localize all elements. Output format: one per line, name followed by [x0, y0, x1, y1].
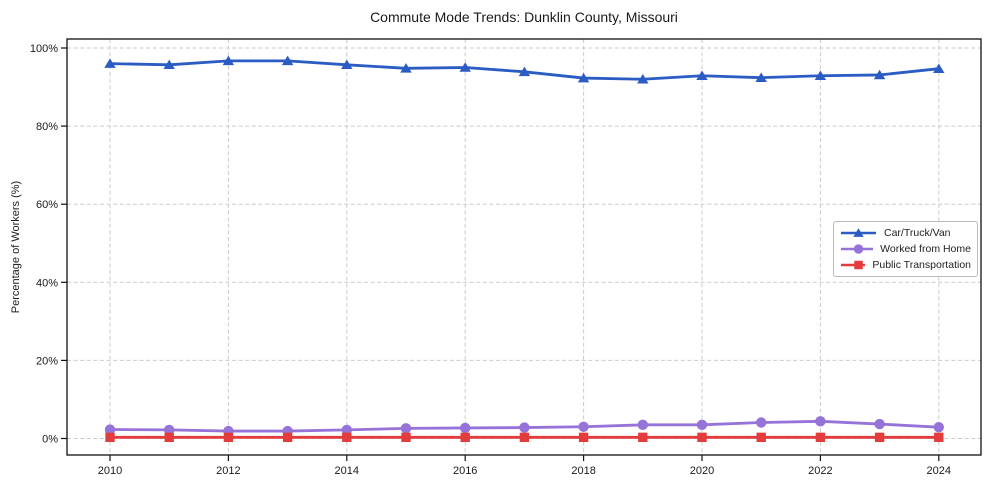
marker-worked-from-home — [933, 421, 944, 433]
marker-car-truck-van — [696, 70, 708, 80]
marker-car-truck-van — [222, 55, 235, 66]
marker-public-transportation — [815, 432, 826, 443]
x-tick-label: 2020 — [690, 465, 714, 477]
marker-public-transportation — [460, 432, 470, 443]
y-tick-label: 100% — [30, 43, 58, 55]
marker-car-truck-van — [518, 66, 531, 77]
marker-car-truck-van — [163, 59, 175, 70]
marker-public-transportation — [105, 432, 115, 443]
y-tick-label: 60% — [36, 199, 58, 211]
series-public-transportation — [105, 432, 944, 443]
x-tick-label: 2010 — [98, 465, 122, 477]
marker-worked-from-home — [460, 422, 471, 434]
marker-worked-from-home — [756, 417, 767, 428]
marker-worked-from-home — [637, 419, 648, 431]
marker-car-truck-van — [814, 70, 827, 80]
marker-car-truck-van — [341, 59, 353, 70]
marker-public-transportation — [164, 432, 174, 443]
marker-car-truck-van — [104, 58, 116, 68]
legend: Car/Truck/Van Worked from Home Public Tran… — [833, 221, 978, 277]
marker-car-truck-van — [755, 72, 767, 82]
legend-item-public-transportation: Public Transportation — [840, 257, 971, 273]
y-tick-label: 0% — [42, 434, 58, 446]
marker-public-transportation — [401, 432, 411, 443]
y-tick-label: 20% — [36, 355, 58, 367]
marker-public-transportation — [638, 432, 648, 443]
legend-item-car-truck-van: Car/Truck/Van — [840, 225, 971, 241]
plot-border — [66, 38, 982, 456]
marker-public-transportation — [934, 432, 944, 443]
x-tick-label: 2012 — [216, 465, 240, 477]
x-tick-label: 2022 — [808, 465, 832, 477]
marker-worked-from-home — [696, 419, 708, 431]
legend-label: Worked from Home — [880, 243, 971, 255]
marker-car-truck-van — [933, 63, 945, 73]
legend-label: Public Transportation — [872, 259, 971, 271]
marker-public-transportation — [342, 432, 352, 443]
marker-worked-from-home — [400, 423, 412, 434]
x-tick-label: 2018 — [571, 465, 595, 477]
marker-public-transportation — [874, 432, 885, 443]
legend-square-marker-icon — [841, 260, 866, 270]
x-tick-label: 2016 — [453, 465, 477, 477]
marker-worked-from-home — [578, 421, 589, 432]
marker-public-transportation — [223, 432, 234, 443]
x-tick-label: 2024 — [927, 465, 951, 477]
x-tick-label: 2014 — [335, 465, 359, 477]
marker-car-truck-van — [637, 74, 649, 84]
series-car-truck-van — [104, 55, 945, 84]
marker-public-transportation — [519, 432, 530, 443]
legend-sample-marker — [853, 228, 864, 237]
legend-item-worked-from-home: Worked from Home — [840, 241, 971, 257]
legend-label: Car/Truck/Van — [884, 227, 951, 239]
marker-car-truck-van — [459, 62, 471, 72]
marker-car-truck-van — [400, 63, 412, 73]
marker-worked-from-home — [164, 424, 175, 436]
chart-title: Commute Mode Trends: Dunklin County, Mis… — [370, 9, 678, 25]
marker-public-transportation — [697, 432, 707, 443]
marker-car-truck-van — [873, 69, 886, 80]
marker-public-transportation — [282, 432, 293, 443]
y-tick-label: 40% — [36, 277, 58, 289]
y-tick-label: 80% — [36, 121, 58, 133]
legend-sample-marker — [854, 260, 863, 270]
marker-worked-from-home — [874, 418, 885, 430]
marker-worked-from-home — [815, 416, 826, 427]
marker-worked-from-home — [519, 422, 530, 433]
marker-public-transportation — [578, 432, 589, 443]
marker-worked-from-home — [341, 424, 352, 436]
legend-circle-marker-icon — [841, 244, 874, 254]
legend-triangle-marker-icon — [841, 228, 876, 237]
legend-sample-marker — [853, 244, 864, 254]
marker-public-transportation — [756, 432, 766, 443]
marker-car-truck-van — [577, 72, 590, 83]
marker-car-truck-van — [281, 55, 294, 66]
marker-worked-from-home — [104, 424, 116, 435]
y-axis-label: Percentage of Workers (%) — [10, 180, 22, 314]
